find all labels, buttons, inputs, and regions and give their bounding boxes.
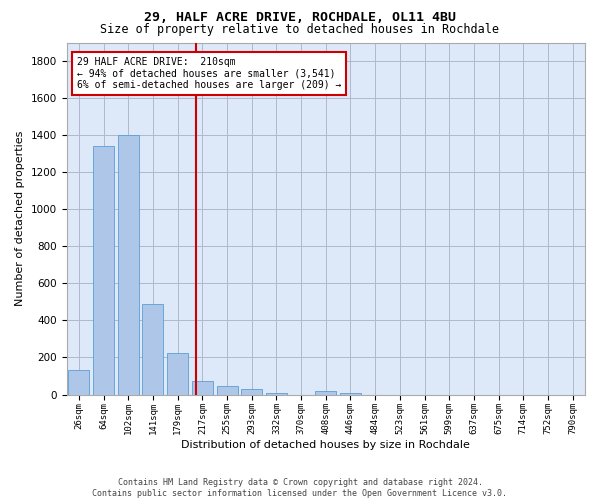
Bar bbox=[118, 135, 139, 394]
X-axis label: Distribution of detached houses by size in Rochdale: Distribution of detached houses by size … bbox=[181, 440, 470, 450]
Text: 29 HALF ACRE DRIVE:  210sqm
← 94% of detached houses are smaller (3,541)
6% of s: 29 HALF ACRE DRIVE: 210sqm ← 94% of deta… bbox=[77, 56, 341, 90]
Bar bbox=[167, 353, 188, 395]
Bar bbox=[142, 304, 163, 394]
Bar bbox=[241, 390, 262, 394]
Text: Size of property relative to detached houses in Rochdale: Size of property relative to detached ho… bbox=[101, 22, 499, 36]
Text: Contains HM Land Registry data © Crown copyright and database right 2024.
Contai: Contains HM Land Registry data © Crown c… bbox=[92, 478, 508, 498]
Bar bbox=[266, 392, 287, 394]
Bar bbox=[217, 386, 238, 394]
Bar bbox=[192, 380, 213, 394]
Y-axis label: Number of detached properties: Number of detached properties bbox=[15, 131, 25, 306]
Bar bbox=[93, 146, 114, 394]
Bar bbox=[340, 392, 361, 394]
Bar bbox=[68, 370, 89, 394]
Bar bbox=[315, 391, 336, 394]
Text: 29, HALF ACRE DRIVE, ROCHDALE, OL11 4BU: 29, HALF ACRE DRIVE, ROCHDALE, OL11 4BU bbox=[144, 11, 456, 24]
